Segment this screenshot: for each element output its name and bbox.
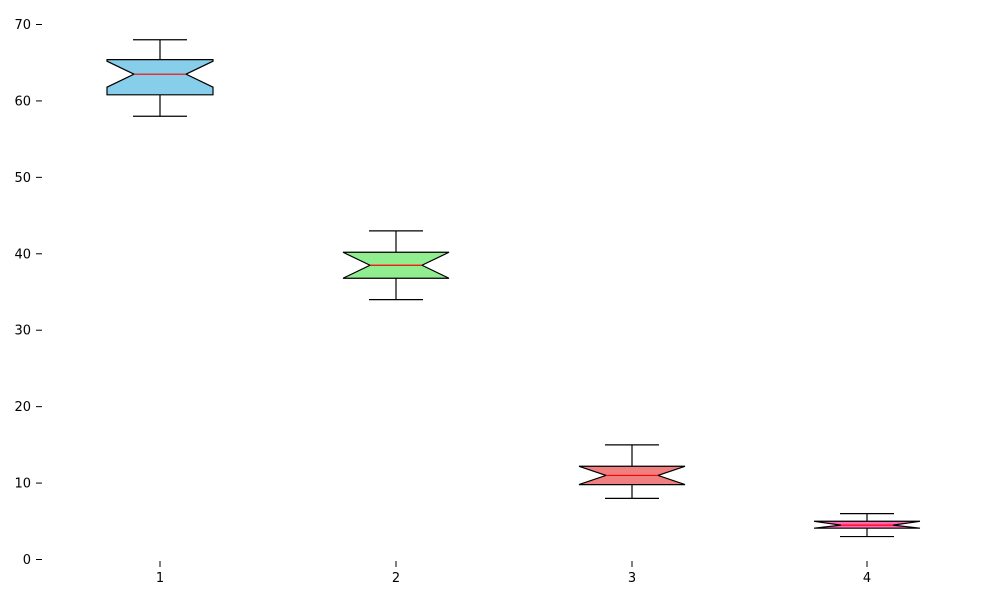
box-3 xyxy=(578,444,686,499)
y-tick-label: 70 xyxy=(14,18,31,33)
y-tick-label: 30 xyxy=(14,324,31,339)
x-tick-label: 2 xyxy=(392,571,400,586)
boxes-layer xyxy=(106,39,921,538)
notched-box xyxy=(106,59,214,96)
box-2 xyxy=(342,230,450,301)
x-tick-label: 4 xyxy=(863,571,871,586)
box-4 xyxy=(813,513,921,538)
y-tick-label: 10 xyxy=(14,477,31,492)
box-1 xyxy=(106,39,214,117)
x-tick-label: 3 xyxy=(628,571,636,586)
y-tick-label: 0 xyxy=(23,553,31,568)
y-tick-label: 20 xyxy=(14,400,31,415)
y-tick-label: 40 xyxy=(14,247,31,262)
x-axis: 1 2 3 4 xyxy=(156,561,871,586)
y-axis: 0 10 20 30 40 50 60 70 xyxy=(14,18,42,568)
y-tick-label: 50 xyxy=(14,171,31,186)
y-tick-label: 60 xyxy=(14,94,31,109)
x-tick-label: 1 xyxy=(156,571,164,586)
